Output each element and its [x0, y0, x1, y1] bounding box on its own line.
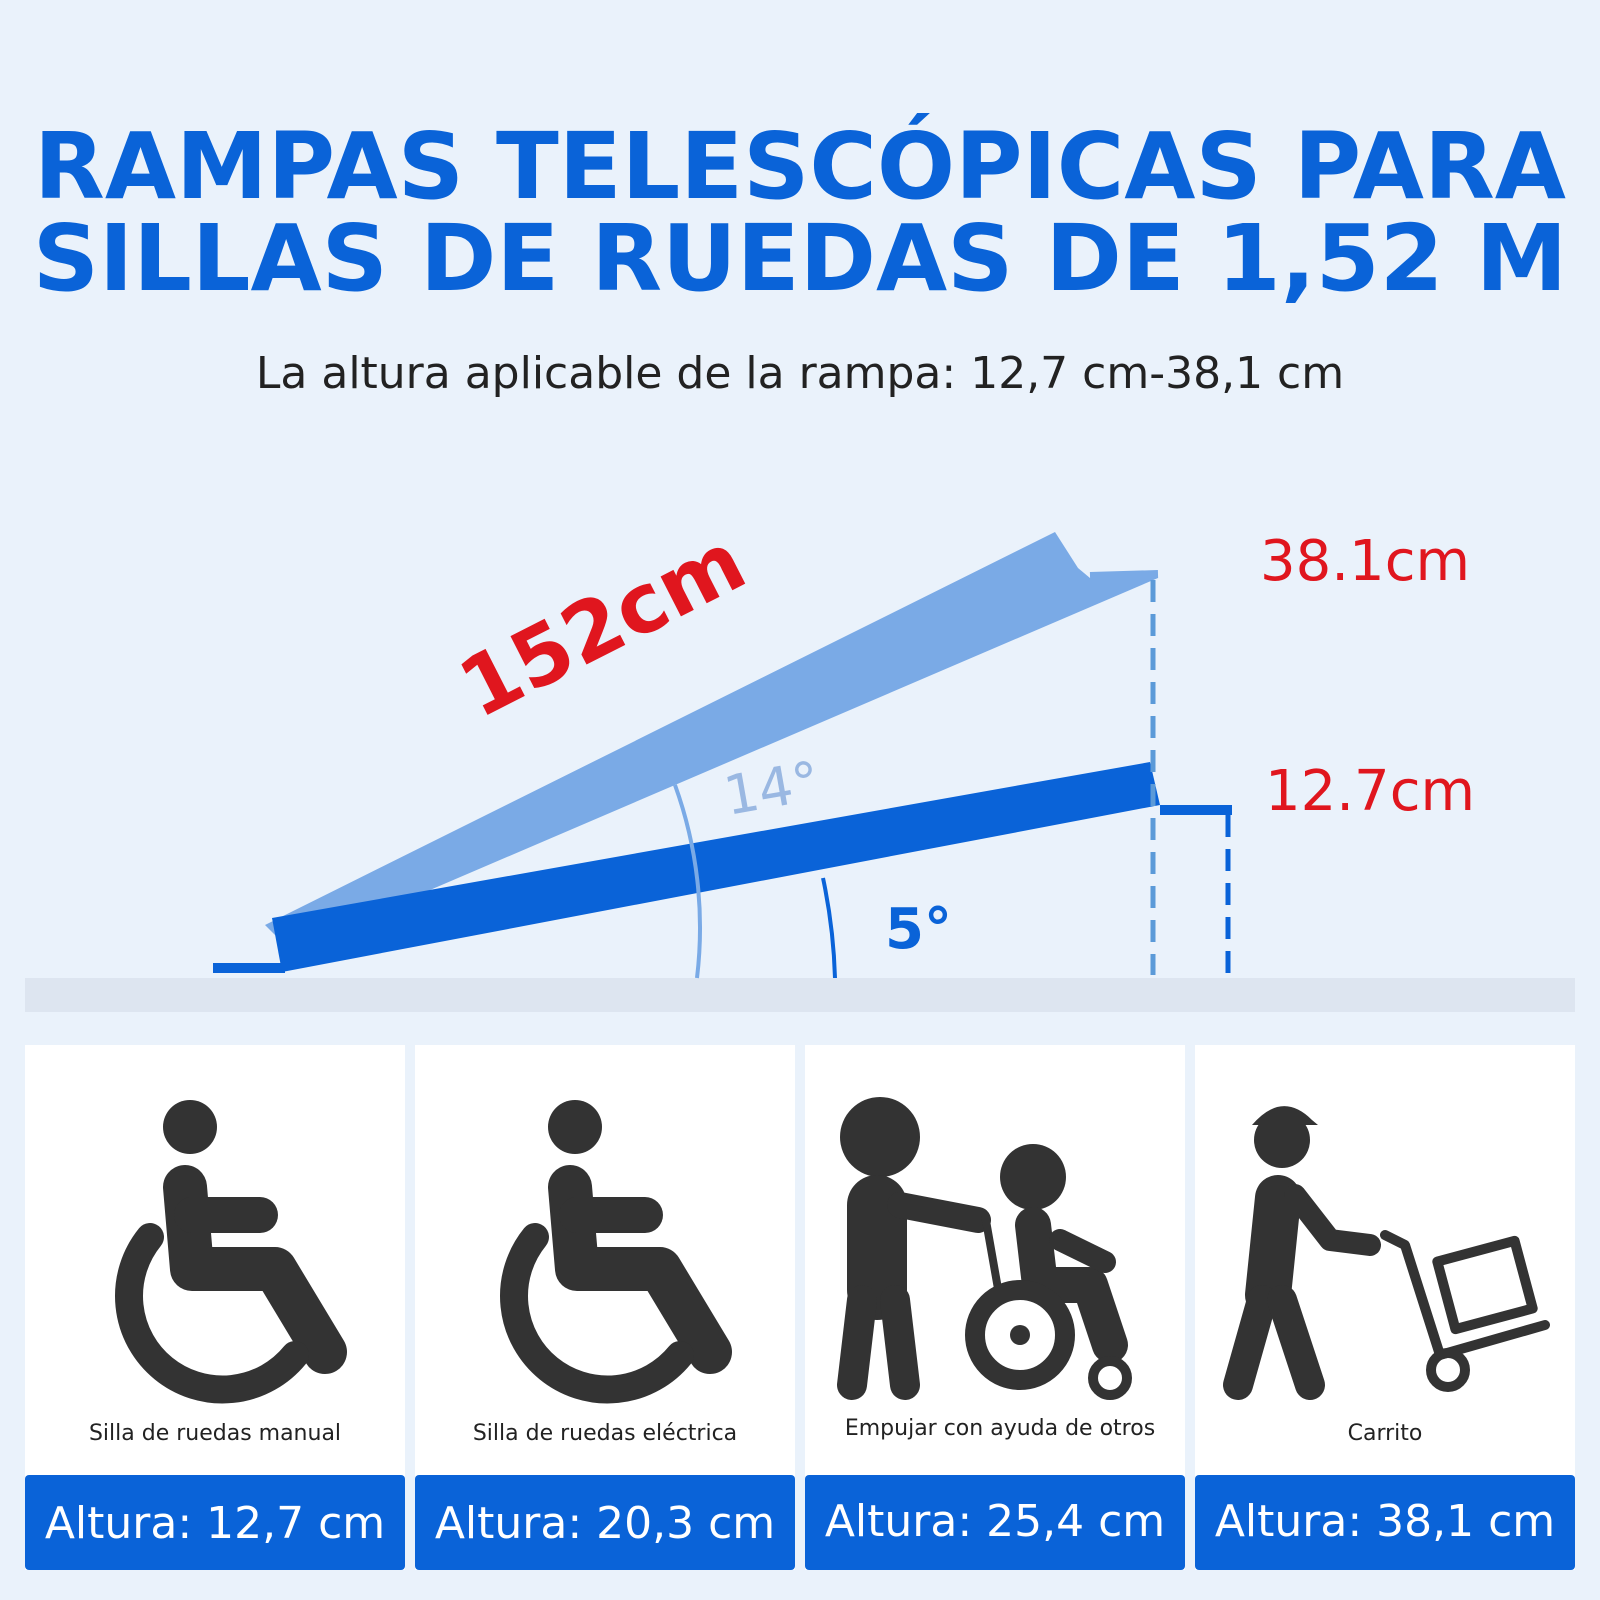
- high-label: 38.1cm: [1260, 529, 1470, 594]
- card-height: Altura: 25,4 cm: [825, 1496, 1165, 1547]
- card: Silla de ruedas eléctrica Altura: 20,3 c…: [415, 1045, 795, 1570]
- card-caption: Empujar con ayuda de otros: [845, 1416, 1155, 1441]
- card-height: Altura: 38,1 cm: [1215, 1496, 1555, 1547]
- low-label: 12.7cm: [1265, 759, 1475, 824]
- card: Carrito Altura: 38,1 cm: [1195, 1045, 1575, 1570]
- card-caption: Carrito: [1348, 1421, 1423, 1446]
- card: Empujar con ayuda de otros Altura: 25,4 …: [805, 1045, 1185, 1570]
- card-caption: Silla de ruedas eléctrica: [473, 1421, 737, 1446]
- card-caption: Silla de ruedas manual: [89, 1421, 341, 1446]
- subtitle: La altura aplicable de la rampa: 12,7 cm…: [256, 348, 1344, 399]
- angle-low: 5°: [885, 897, 952, 962]
- card-height: Altura: 20,3 cm: [435, 1498, 775, 1549]
- card-height: Altura: 12,7 cm: [45, 1498, 385, 1549]
- title-line: RAMPAS TELESCÓPICAS PARA: [34, 111, 1566, 220]
- card: Silla de ruedas manual Altura: 12,7 cm: [25, 1045, 405, 1570]
- title-line: SILLAS DE RUEDAS DE 1,52 M: [33, 205, 1568, 312]
